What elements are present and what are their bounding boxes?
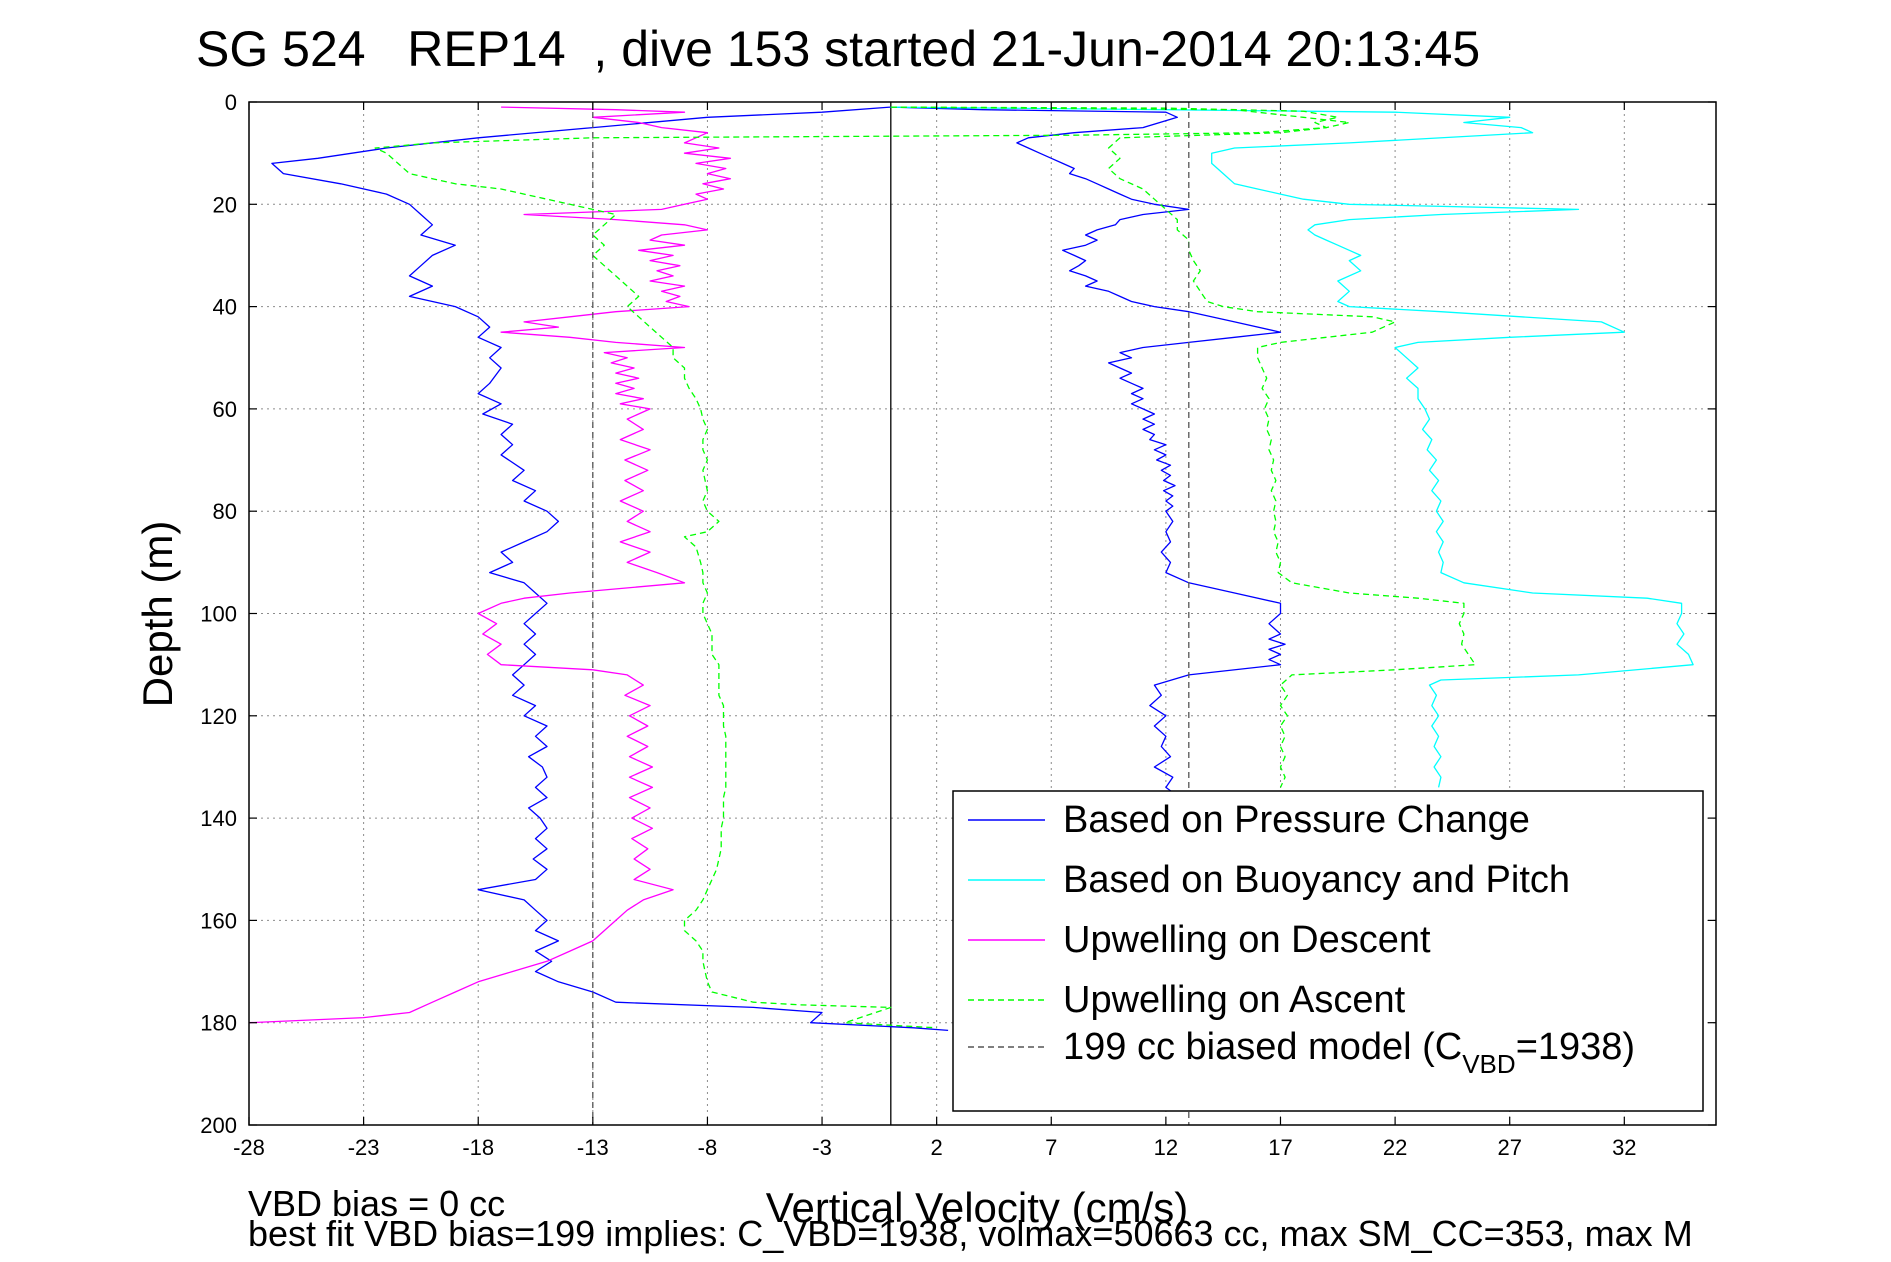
legend-label: Upwelling on Ascent [1063, 979, 1406, 1021]
y-tick-label: 120 [200, 704, 237, 729]
y-tick-label: 160 [200, 908, 237, 933]
legend-label: Based on Buoyancy and Pitch [1063, 859, 1570, 901]
legend-label-text: Upwelling on Descent [1063, 919, 1431, 961]
y-tick-label: 0 [225, 90, 237, 115]
x-tick-label: 7 [1045, 1135, 1057, 1160]
x-tick-label: 22 [1383, 1135, 1407, 1160]
legend-box [952, 790, 1704, 1112]
x-tick-label: -23 [348, 1135, 380, 1160]
x-tick-label: 27 [1497, 1135, 1521, 1160]
x-tick-label: -13 [577, 1135, 609, 1160]
legend-label-text: Based on Pressure Change [1063, 799, 1530, 841]
chart-title: SG 524 REP14 , dive 153 started 21-Jun-2… [196, 21, 1480, 77]
y-tick-label: 100 [200, 602, 237, 627]
x-tick-label: 2 [931, 1135, 943, 1160]
series-layer [248, 102, 1694, 1125]
legend-label: Upwelling on Descent [1063, 919, 1431, 961]
legend-label: Based on Pressure Change [1063, 799, 1530, 841]
legend: Based on Pressure Change Based on Buoyanc… [952, 790, 1704, 1112]
x-tick-label: -8 [698, 1135, 718, 1160]
x-axis-label: Vertical Velocity (cm/s) [766, 1184, 1188, 1231]
axis-ticks: -28 -23 -18 -13 -8 -3 2 7 12 17 22 27 32020406080100… [200, 90, 1716, 1160]
legend-label-text: 199 cc biased model (C [1063, 1026, 1462, 1068]
y-tick-label: 40 [213, 295, 237, 320]
y-axis-label: Depth (m) [134, 521, 181, 708]
y-tick-label: 80 [213, 499, 237, 524]
x-tick-label: 32 [1612, 1135, 1636, 1160]
y-tick-label: 20 [213, 192, 237, 217]
series-line-upwelling-on-ascent [374, 106, 1350, 1029]
y-tick-label: 180 [200, 1011, 237, 1036]
x-tick-label: -3 [812, 1135, 832, 1160]
series-line-based-on-buoyancy-and-pitch [890, 106, 1694, 788]
x-tick-label: 17 [1268, 1135, 1292, 1160]
legend-label-text: Upwelling on Ascent [1063, 979, 1406, 1021]
series-line-upwelling-on-ascent [890, 106, 1476, 788]
series-line-based-on-pressure-change [890, 106, 1286, 794]
y-tick-label: 60 [213, 397, 237, 422]
legend-label-text: Based on Buoyancy and Pitch [1063, 859, 1570, 901]
y-tick-label: 200 [200, 1113, 237, 1138]
series-line-based-on-pressure-change [271, 106, 949, 1032]
best-fit-annotation: best fit VBD bias=199 implies: C_VBD=193… [248, 1213, 1693, 1254]
legend-label-suffix: =1938) [1516, 1026, 1635, 1068]
x-tick-label: -18 [462, 1135, 494, 1160]
x-tick-label: -28 [233, 1135, 265, 1160]
vbd-bias-annotation: VBD bias = 0 cc [248, 1183, 505, 1224]
x-tick-label: 12 [1154, 1135, 1178, 1160]
series-line-upwelling-on-descent [248, 106, 732, 1024]
y-tick-label: 140 [200, 806, 237, 831]
legend-label: 199 cc biased model (CVBD=1938) [1063, 1026, 1635, 1079]
legend-label-subscript: VBD [1462, 1049, 1515, 1079]
